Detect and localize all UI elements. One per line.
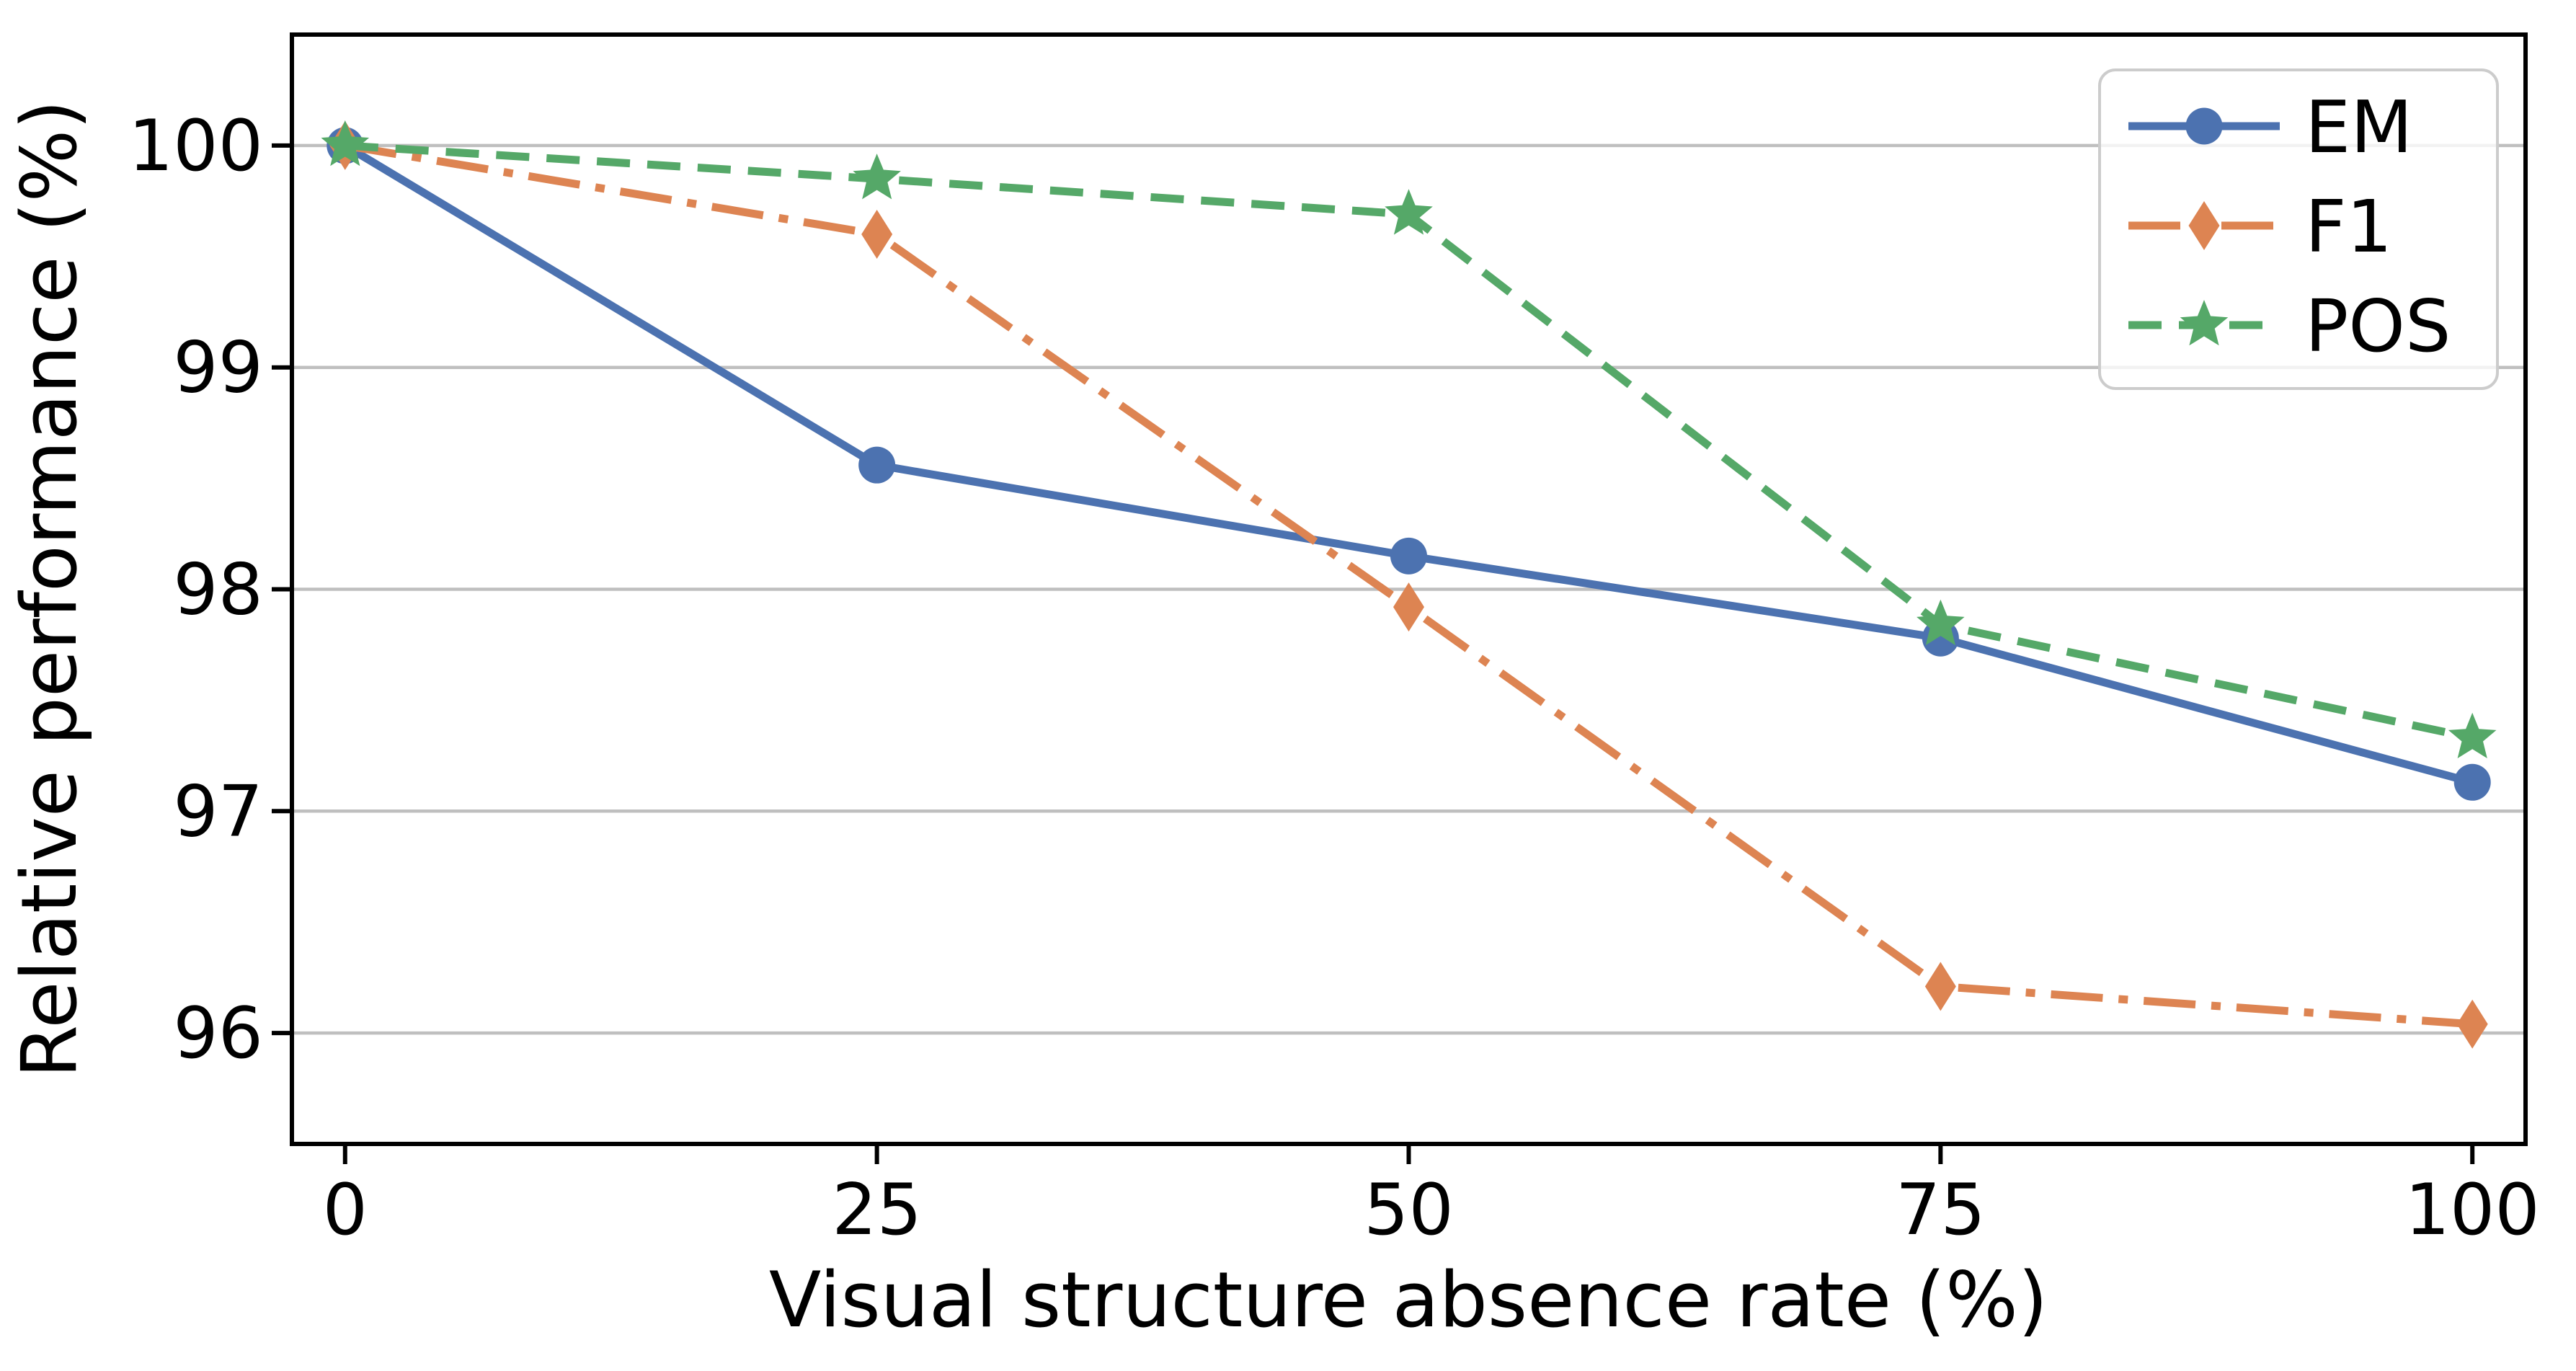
- legend-marker-F1: [2188, 201, 2220, 250]
- legend: EM F1 POS: [2098, 68, 2499, 390]
- data-point-POS-x100: [2448, 712, 2497, 758]
- y-tick-label-100: 100: [128, 105, 263, 187]
- data-point-F1-x25: [861, 210, 893, 259]
- x-axis-label: Visual structure absence rate (%): [769, 1256, 2048, 1344]
- data-series: [321, 120, 2497, 1049]
- data-point-EM-x25: [858, 446, 896, 484]
- y-axis-label: Relative performance (%): [5, 99, 94, 1078]
- x-tick-label-50: 50: [1364, 1169, 1454, 1251]
- tick-labels: 100 99 98 97 96 0 25 50 75 100: [128, 105, 2540, 1251]
- legend-marker-EM: [2185, 107, 2223, 145]
- y-tick-label-99: 99: [173, 327, 263, 409]
- data-point-POS-x0: [321, 120, 370, 167]
- y-tick-label-97: 97: [173, 771, 263, 853]
- data-point-F1-x75: [1924, 962, 1956, 1011]
- x-tick-label-0: 0: [323, 1169, 368, 1251]
- legend-label-EM: EM: [2305, 85, 2412, 169]
- x-tick-label-100: 100: [2405, 1169, 2540, 1251]
- y-tick-label-98: 98: [173, 549, 263, 631]
- data-point-EM-x100: [2453, 763, 2491, 801]
- data-point-F1-x50: [1393, 582, 1424, 632]
- legend-label-F1: F1: [2305, 185, 2392, 269]
- data-point-POS-x50: [1385, 189, 1433, 235]
- legend-label-POS: POS: [2305, 284, 2451, 368]
- legend-marker-POS: [2180, 300, 2229, 346]
- data-point-EM-x50: [1390, 537, 1427, 574]
- axes-frame: [272, 32, 2528, 1164]
- legend-box: [2098, 68, 2499, 390]
- x-tick-label-75: 75: [1896, 1169, 1986, 1251]
- x-tick-label-25: 25: [832, 1169, 922, 1251]
- data-point-POS-x75: [1917, 599, 1965, 646]
- y-tick-label-96: 96: [173, 993, 263, 1075]
- data-point-F1-x100: [2456, 999, 2488, 1049]
- data-point-POS-x25: [853, 154, 901, 200]
